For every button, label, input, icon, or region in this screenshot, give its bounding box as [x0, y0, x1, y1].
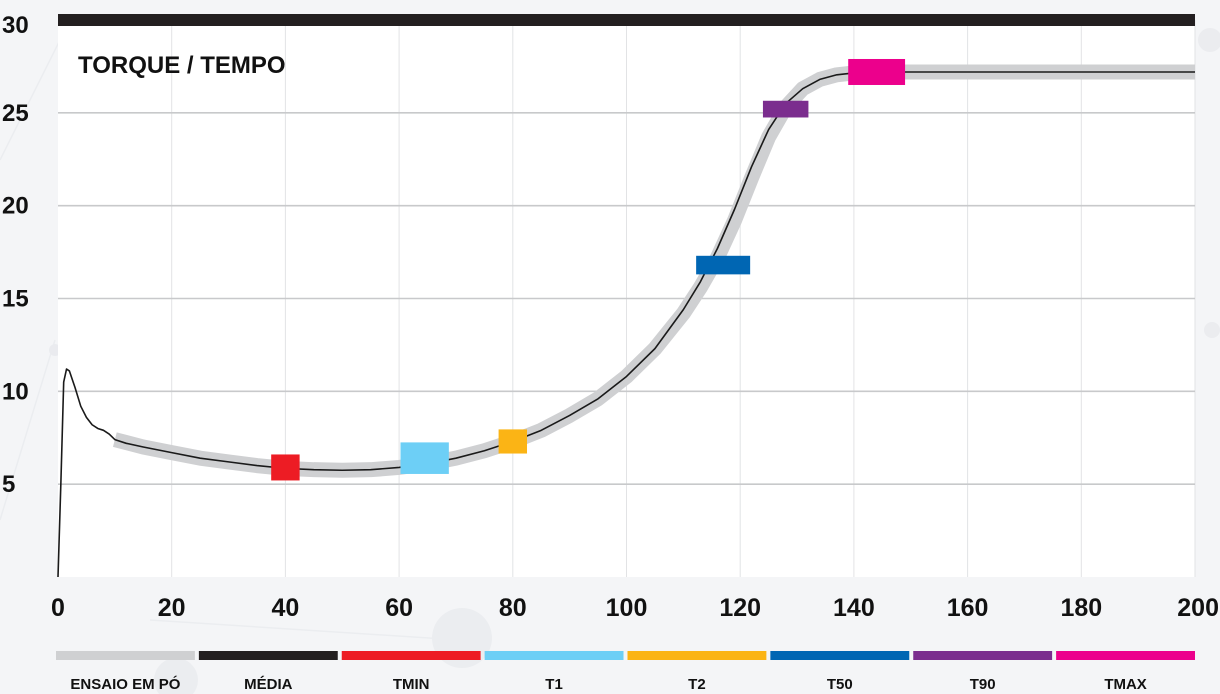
- legend-label: T1: [545, 676, 563, 693]
- x-tick-label: 200: [1177, 594, 1219, 622]
- x-tick-label: 160: [947, 594, 989, 622]
- legend-label: TMIN: [393, 676, 430, 693]
- legend-swatch: [913, 651, 1053, 660]
- top-border-bar: [58, 14, 1195, 26]
- legend-label: TMAX: [1104, 676, 1147, 693]
- legend-swatch: [1056, 651, 1195, 660]
- x-tick-label: 120: [719, 594, 761, 622]
- x-tick-label: 100: [606, 594, 648, 622]
- legend: ENSAIO EM PÓ MÉDIA TMIN T1 T2 T50 T90 TMAX: [56, 651, 1195, 693]
- legend-swatch: [770, 651, 910, 660]
- legend-label: MÉDIA: [244, 676, 293, 693]
- x-tick-label: 0: [51, 594, 65, 622]
- legend-label: ENSAIO EM PÓ: [70, 675, 180, 693]
- x-tick-label: 80: [499, 594, 527, 622]
- chart-title: TORQUE / TEMPO: [78, 52, 286, 79]
- legend-swatch: [627, 651, 767, 660]
- marker-t90: [762, 100, 809, 118]
- y-tick-label: 25: [2, 100, 29, 127]
- series-line-media: [57, 71, 1195, 578]
- x-tick-label: 40: [271, 594, 299, 622]
- line-series-group: [57, 71, 1195, 578]
- gridlines: [58, 20, 1196, 577]
- legend-swatch: [484, 651, 624, 660]
- marker-t50: [696, 255, 751, 275]
- x-tick-label: 140: [833, 594, 875, 622]
- y-tick-label: 10: [2, 378, 29, 405]
- legend-swatch: [56, 651, 195, 660]
- event-markers: [271, 58, 906, 481]
- x-tick-label: 60: [385, 594, 413, 622]
- marker-t1: [400, 442, 449, 474]
- marker-t2: [498, 429, 528, 454]
- y-tick-label: 5: [2, 471, 15, 498]
- y-tick-label: 30: [2, 12, 29, 39]
- marker-tmax: [848, 58, 906, 85]
- marker-tmin: [271, 454, 300, 481]
- y-tick-label: 15: [2, 286, 29, 313]
- legend-label: T2: [688, 676, 706, 693]
- legend-label: T50: [827, 676, 853, 693]
- x-tick-label: 180: [1060, 594, 1102, 622]
- legend-label: T90: [970, 676, 996, 693]
- axis-ticks: 0 20 40 60 80 100 120 140 160 180 200 5 10 15 20 25 30: [2, 12, 1219, 622]
- x-tick-label: 20: [158, 594, 186, 622]
- y-tick-label: 20: [2, 193, 29, 220]
- legend-swatch: [341, 651, 481, 660]
- legend-swatch: [198, 651, 338, 660]
